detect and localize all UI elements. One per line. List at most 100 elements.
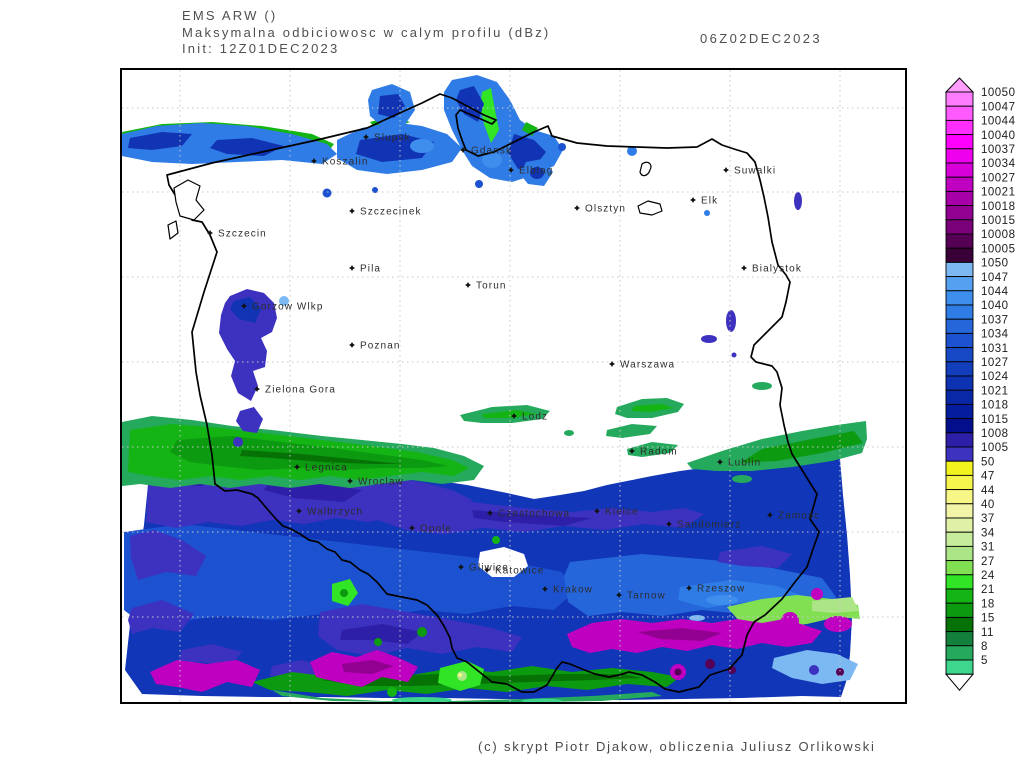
colorbar-swatch bbox=[945, 474, 974, 491]
colorbar-label: 1037 bbox=[981, 314, 1009, 326]
colorbar-swatch bbox=[945, 432, 974, 448]
colorbar-label: 10034 bbox=[981, 158, 1016, 170]
colorbar-label: 24 bbox=[981, 570, 995, 582]
colorbar-swatch bbox=[945, 389, 974, 405]
city-marker bbox=[767, 512, 773, 518]
country-border bbox=[166, 93, 820, 693]
city-marker bbox=[363, 134, 369, 140]
city-marker bbox=[294, 464, 300, 470]
map-canvas: Szczecin Koszalin Slupsk Gdansk Elblag Olszty… bbox=[122, 70, 905, 702]
colorbar-swatch bbox=[945, 645, 974, 661]
colorbar-label: 10040 bbox=[981, 130, 1015, 142]
colorbar-label: 37 bbox=[981, 513, 995, 525]
colorbar-label: 10015 bbox=[981, 215, 1015, 227]
city-marker bbox=[609, 361, 615, 367]
colorbar-swatch bbox=[945, 418, 974, 434]
colorbar-swatch bbox=[945, 105, 974, 121]
colorbar-label: 1050 bbox=[981, 258, 1009, 270]
colorbar-swatch bbox=[945, 602, 974, 618]
city-marker bbox=[484, 567, 490, 573]
colorbar-swatch bbox=[945, 659, 974, 675]
colorbar-label: 11 bbox=[981, 627, 994, 639]
city-label: Opole bbox=[420, 524, 452, 535]
colorbar-label: 5 bbox=[981, 655, 988, 667]
city-label: Wroclaw bbox=[358, 477, 404, 488]
city-label: Poznan bbox=[360, 341, 401, 352]
city-label: Suwalki bbox=[734, 166, 776, 177]
model-title: EMS ARW () bbox=[182, 8, 278, 23]
colorbar-label: 1018 bbox=[981, 400, 1009, 412]
city-label: Warszawa bbox=[620, 360, 675, 371]
colorbar-swatch bbox=[945, 318, 974, 334]
credit-line: (c) skrypt Piotr Djakow, obliczenia Juli… bbox=[478, 739, 876, 754]
colorbar-swatch bbox=[945, 162, 974, 178]
product-title: Maksymalna odbiciowosc w calym profilu (… bbox=[182, 25, 551, 40]
colorbar-bottom-arrow bbox=[944, 673, 975, 691]
city-marker bbox=[254, 386, 260, 392]
colorbar-label: 1021 bbox=[981, 385, 1009, 397]
colorbar-swatch bbox=[945, 332, 974, 349]
colorbar-swatch bbox=[945, 574, 974, 590]
city-label: Czestochowa bbox=[498, 509, 570, 520]
city-label: Tarnow bbox=[627, 591, 666, 602]
city-label: Lodz bbox=[522, 412, 548, 423]
city-label: Elblag bbox=[519, 166, 553, 177]
city-label: Zielona Gora bbox=[265, 385, 336, 396]
colorbar-label: 47 bbox=[981, 471, 995, 483]
colorbar-label: 10005 bbox=[981, 243, 1015, 255]
city-marker bbox=[690, 197, 696, 203]
city-marker bbox=[686, 585, 692, 591]
city-label: Lublin bbox=[728, 458, 761, 469]
colorbar-swatch bbox=[945, 347, 974, 363]
colorbar-label: 1031 bbox=[981, 343, 1009, 355]
colorbar-label: 1005 bbox=[981, 442, 1009, 454]
city-label: Legnica bbox=[305, 463, 348, 474]
city-label: Elk bbox=[701, 196, 718, 207]
city-marker bbox=[574, 205, 580, 211]
colorbar-swatch bbox=[945, 489, 974, 505]
colorbar-label: 1024 bbox=[981, 371, 1009, 383]
colorbar-label: 10047 bbox=[981, 101, 1015, 113]
city-label: Szczecinek bbox=[360, 207, 422, 218]
south-edge-band bbox=[150, 579, 860, 702]
city-layer: Szczecin Koszalin Slupsk Gdansk Elblag Olszty… bbox=[207, 133, 819, 602]
city-marker bbox=[241, 303, 247, 309]
colorbar-swatch bbox=[945, 190, 974, 207]
colorbar-swatch bbox=[945, 531, 974, 547]
city-marker bbox=[349, 342, 355, 348]
colorbar-swatch bbox=[945, 460, 974, 476]
colorbar-swatch bbox=[945, 176, 974, 192]
city-marker bbox=[465, 282, 471, 288]
colorbar-label: 10008 bbox=[981, 229, 1015, 241]
colorbar-label: 10050 bbox=[981, 87, 1015, 99]
city-label: Radom bbox=[640, 447, 678, 458]
colorbar-swatch bbox=[945, 361, 974, 377]
colorbar-swatch bbox=[945, 545, 974, 562]
city-label: Gliwice bbox=[469, 563, 509, 574]
city-label: Olsztyn bbox=[585, 204, 626, 215]
colorbar-swatch bbox=[945, 205, 974, 221]
colorbar-swatch bbox=[945, 233, 974, 249]
city-label: Bialystok bbox=[752, 264, 802, 275]
city-marker bbox=[717, 459, 723, 465]
colorbar-label: 40 bbox=[981, 499, 995, 511]
city-marker bbox=[487, 510, 493, 516]
colorbar-label: 1015 bbox=[981, 414, 1009, 426]
colorbar-swatch bbox=[945, 631, 974, 647]
colorbar-swatch bbox=[945, 517, 974, 533]
city-marker bbox=[311, 158, 317, 164]
city-marker bbox=[594, 508, 600, 514]
szczecin-lagoon bbox=[173, 179, 205, 221]
colorbar-label: 10037 bbox=[981, 144, 1015, 156]
city-label: Kielce bbox=[605, 507, 639, 518]
colorbar-label: 1008 bbox=[981, 428, 1009, 440]
rain-band bbox=[122, 382, 867, 488]
colorbar-label: 15 bbox=[981, 613, 995, 625]
map-frame: Szczecin Koszalin Slupsk Gdansk Elblag Olszty… bbox=[120, 68, 907, 704]
colorbar-swatch bbox=[945, 446, 974, 462]
colorbar-swatch bbox=[945, 134, 974, 150]
colorbar-swatch bbox=[945, 560, 974, 576]
city-marker bbox=[542, 586, 548, 592]
city-label: Krakow bbox=[553, 585, 593, 596]
